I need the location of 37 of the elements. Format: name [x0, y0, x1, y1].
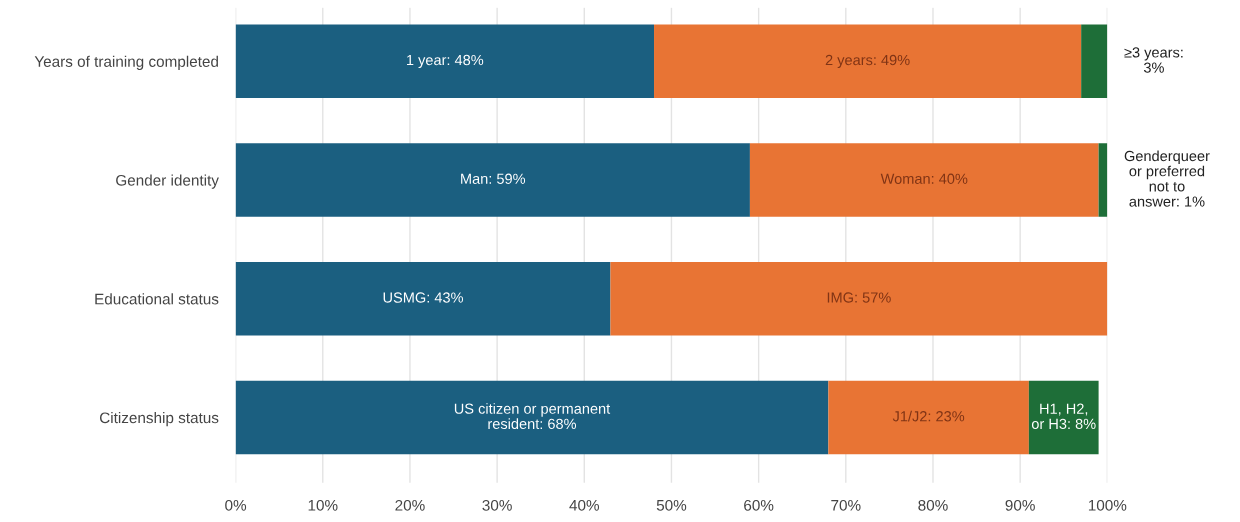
- bar: [610, 261, 1108, 336]
- data-label: USMG: 43%: [383, 292, 464, 303]
- bar: [235, 24, 655, 99]
- bar: [828, 380, 1029, 455]
- data-label: 2 years: 49%: [825, 54, 910, 69]
- data-label: IMG: 57%: [827, 292, 891, 303]
- x-tick-label: 100%: [1088, 499, 1127, 511]
- x-tick-label: 20%: [395, 499, 425, 511]
- y-tick-label: Years of training completed: [34, 55, 218, 70]
- x-tick-label: 60%: [744, 499, 774, 511]
- x-tick-label: 10%: [308, 499, 338, 511]
- y-tick-label: Citizenship status: [99, 412, 219, 427]
- data-label: US citizen or permanent resident: 68%: [454, 403, 611, 430]
- x-tick-label: 50%: [656, 499, 687, 511]
- bar: [235, 143, 750, 217]
- bar: [1098, 143, 1108, 217]
- bar: [1081, 24, 1108, 99]
- data-label: Man: 59%: [461, 173, 526, 184]
- data-label: J1/J2: 23%: [892, 410, 965, 422]
- bar: [654, 24, 1082, 99]
- data-label: ≥3 years: 3%: [1124, 47, 1183, 73]
- bar: [235, 380, 829, 455]
- y-tick-label: Educational status: [95, 293, 219, 305]
- data-label: 1 year: 48%: [407, 54, 484, 69]
- bar: [1028, 380, 1099, 455]
- bar: [749, 143, 1099, 217]
- x-tick-label: 80%: [918, 499, 948, 511]
- y-tick-label: Gender identity: [116, 174, 219, 189]
- data-label: Woman: 40%: [880, 173, 968, 184]
- bar: [235, 261, 611, 336]
- data-label: H1, H2, or H3: 8%: [1031, 403, 1096, 430]
- x-tick-label: 70%: [831, 499, 861, 511]
- x-tick-label: 0%: [225, 499, 247, 511]
- x-tick-label: 30%: [482, 499, 512, 511]
- x-tick-label: 40%: [569, 499, 600, 511]
- x-tick-label: 90%: [1005, 499, 1035, 511]
- data-label: Genderqueer or preferred not to answer: 1%: [1124, 150, 1210, 207]
